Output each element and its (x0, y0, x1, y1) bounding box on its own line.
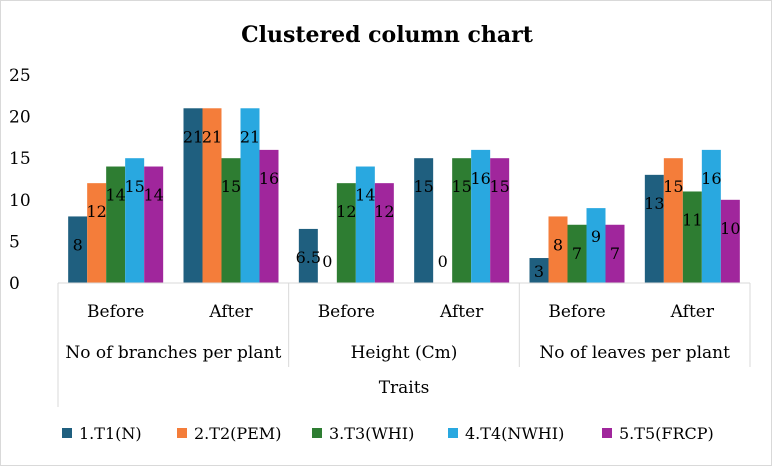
data-label: 11 (682, 210, 702, 229)
bar (490, 158, 510, 283)
data-label: 14 (105, 186, 125, 205)
data-label: 9 (591, 227, 601, 246)
legend-swatch (62, 428, 72, 438)
y-tick-label: 25 (9, 66, 31, 86)
bar (720, 199, 740, 283)
legend-swatch (312, 428, 322, 438)
data-label: 15 (489, 177, 509, 196)
data-label: 15 (221, 177, 241, 196)
category-label: Before (87, 302, 144, 322)
data-label: 16 (259, 169, 279, 188)
bar (240, 108, 260, 283)
data-label: 21 (240, 127, 260, 146)
data-label: 7 (572, 244, 582, 263)
data-label: 12 (336, 202, 356, 221)
y-tick-label: 5 (9, 232, 20, 252)
legend-label: 3.T3(WHI) (329, 424, 414, 443)
bar (68, 216, 88, 283)
data-label: 21 (202, 127, 222, 146)
y-tick-label: 0 (9, 274, 20, 294)
data-label: 7 (610, 244, 620, 263)
data-label: 21 (183, 127, 203, 146)
bar (374, 183, 394, 283)
bar (202, 108, 222, 283)
group-label: Height (Cm) (351, 343, 458, 363)
bar (471, 149, 491, 283)
category-label: After (208, 302, 253, 322)
legend-label: 4.T4(NWHI) (465, 424, 564, 443)
group-label: No of branches per plant (65, 343, 281, 363)
chart-title: Clustered column chart (241, 22, 534, 48)
bar (355, 166, 375, 283)
data-label: 15 (124, 177, 144, 196)
data-label: 8 (73, 235, 83, 254)
data-label: 15 (413, 177, 433, 196)
data-label: 10 (720, 219, 740, 238)
legend-swatch (177, 428, 187, 438)
x-axis: Before After Before After Before After No of b… (57, 282, 751, 407)
data-label: 15 (663, 177, 683, 196)
legend-swatch (448, 428, 458, 438)
bars-layer (68, 108, 740, 283)
bar (529, 258, 549, 283)
bar (567, 224, 587, 283)
data-label: 3 (534, 262, 544, 281)
data-label: 0 (322, 252, 332, 271)
bar (605, 224, 625, 283)
bar (87, 183, 107, 283)
x-axis-title: Traits (379, 378, 430, 398)
y-tick-label: 20 (9, 108, 31, 128)
bar (106, 166, 126, 283)
legend-label: 1.T1(N) (79, 424, 142, 443)
data-label: 12 (374, 202, 394, 221)
data-label: 15 (451, 177, 471, 196)
bar (298, 228, 318, 283)
y-tick-label: 15 (9, 149, 31, 169)
bar (414, 158, 434, 283)
bar (548, 216, 568, 283)
data-label: 14 (143, 186, 163, 205)
bar (452, 158, 472, 283)
data-label: 16 (701, 169, 721, 188)
legend: 1.T1(N) 2.T2(PEM) 3.T3(WHI) 4.T4(NWHI) 5.T5(… (62, 424, 714, 443)
bar (125, 158, 145, 283)
category-label: Before (548, 302, 605, 322)
group-label: No of leaves per plant (539, 343, 730, 363)
data-label: 16 (470, 169, 490, 188)
data-label: 12 (86, 202, 106, 221)
legend-swatch (602, 428, 612, 438)
bar (144, 166, 164, 283)
legend-label: 5.T5(FRCP) (619, 424, 714, 443)
bar (259, 149, 279, 283)
bar (663, 158, 683, 283)
y-tick-label: 10 (9, 191, 31, 211)
data-label: 6.5 (296, 248, 321, 267)
bar (644, 174, 664, 283)
legend-label: 2.T2(PEM) (194, 424, 281, 443)
bar (701, 149, 721, 283)
bar (682, 191, 702, 283)
bar (336, 183, 356, 283)
category-label: Before (318, 302, 375, 322)
category-label: After (670, 302, 715, 322)
data-label: 0 (438, 252, 448, 271)
bar (221, 158, 241, 283)
data-label: 8 (553, 235, 563, 254)
bar (586, 208, 606, 283)
bar (183, 108, 203, 283)
y-axis: 0 5 10 15 20 25 (9, 66, 31, 294)
data-label: 14 (355, 186, 375, 205)
data-label: 13 (644, 194, 664, 213)
category-label: After (439, 302, 484, 322)
